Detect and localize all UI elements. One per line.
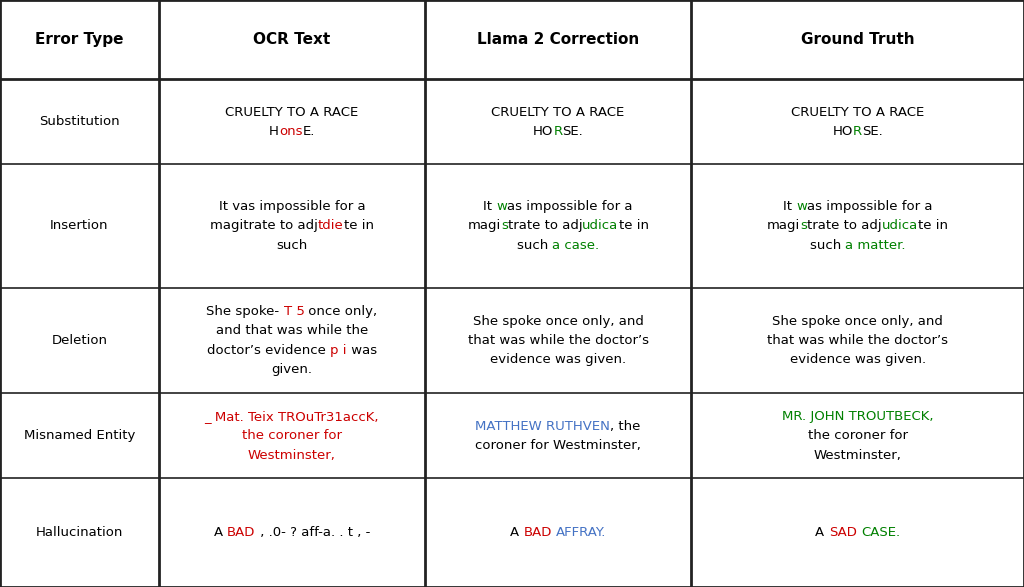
Text: E.: E. xyxy=(302,125,314,138)
Text: She spoke once only, and: She spoke once only, and xyxy=(473,315,643,328)
Text: such: such xyxy=(276,239,307,252)
Text: Deletion: Deletion xyxy=(51,334,108,347)
Text: OCR Text: OCR Text xyxy=(253,32,331,47)
Text: that was while the doctor’s: that was while the doctor’s xyxy=(468,334,648,347)
Text: BAD: BAD xyxy=(227,526,256,539)
Text: CASE.: CASE. xyxy=(861,526,900,539)
Text: R: R xyxy=(553,125,562,138)
Text: was: was xyxy=(346,343,377,357)
Text: It: It xyxy=(483,200,497,213)
Text: Ground Truth: Ground Truth xyxy=(801,32,914,47)
Text: w: w xyxy=(796,200,807,213)
Text: udica: udica xyxy=(882,220,919,232)
Text: It vas impossible for a: It vas impossible for a xyxy=(218,200,366,213)
Text: AFFRAY.: AFFRAY. xyxy=(556,526,606,539)
Text: , the: , the xyxy=(610,420,641,433)
Text: SE.: SE. xyxy=(562,125,584,138)
Text: p i: p i xyxy=(330,343,346,357)
Text: magi: magi xyxy=(767,220,801,232)
Text: A: A xyxy=(510,526,523,539)
Text: s: s xyxy=(501,220,508,232)
Text: She spoke once only, and: She spoke once only, and xyxy=(772,315,943,328)
Text: SE.: SE. xyxy=(862,125,883,138)
Text: that was while the doctor’s: that was while the doctor’s xyxy=(767,334,948,347)
Text: once only,: once only, xyxy=(304,305,378,318)
Text: Hallucination: Hallucination xyxy=(36,526,123,539)
Text: SAD: SAD xyxy=(828,526,856,539)
Text: as impossible for a: as impossible for a xyxy=(508,200,633,213)
Text: It: It xyxy=(782,200,796,213)
Text: Error Type: Error Type xyxy=(35,32,124,47)
Text: BAD: BAD xyxy=(523,526,552,539)
Text: tdie: tdie xyxy=(317,220,344,232)
Text: H: H xyxy=(269,125,279,138)
Text: trate to adj: trate to adj xyxy=(508,220,583,232)
Text: magitrate to adj: magitrate to adj xyxy=(210,220,317,232)
Text: MATTHEW RUTHVEN: MATTHEW RUTHVEN xyxy=(475,420,610,433)
Text: w: w xyxy=(497,200,508,213)
Text: magi: magi xyxy=(468,220,501,232)
Text: CRUELTY TO A RACE: CRUELTY TO A RACE xyxy=(225,106,358,119)
Text: CRUELTY TO A RACE: CRUELTY TO A RACE xyxy=(492,106,625,119)
Text: te in: te in xyxy=(618,220,648,232)
Text: A: A xyxy=(815,526,828,539)
Text: Westminster,: Westminster, xyxy=(814,449,901,462)
Text: doctor’s evidence: doctor’s evidence xyxy=(207,343,330,357)
Text: a case.: a case. xyxy=(552,239,599,252)
Text: She spoke-: She spoke- xyxy=(206,305,284,318)
Text: Llama 2 Correction: Llama 2 Correction xyxy=(477,32,639,47)
Text: te in: te in xyxy=(919,220,948,232)
Text: coroner for Westminster,: coroner for Westminster, xyxy=(475,439,641,452)
Text: given.: given. xyxy=(271,363,312,376)
Text: Substitution: Substitution xyxy=(39,115,120,129)
Text: te in: te in xyxy=(344,220,374,232)
Text: as impossible for a: as impossible for a xyxy=(807,200,933,213)
Text: _ Mat. Teix TROuTr31accK,: _ Mat. Teix TROuTr31accK, xyxy=(205,410,379,423)
Text: HO: HO xyxy=(532,125,553,138)
Text: trate to adj: trate to adj xyxy=(807,220,882,232)
Text: s: s xyxy=(801,220,807,232)
Text: such: such xyxy=(810,239,845,252)
Text: Insertion: Insertion xyxy=(50,220,109,232)
Text: and that was while the: and that was while the xyxy=(216,324,368,338)
Text: T 5: T 5 xyxy=(284,305,304,318)
Text: such: such xyxy=(517,239,552,252)
Text: Misnamed Entity: Misnamed Entity xyxy=(24,429,135,443)
Text: , .0- ? aff-a. . t , -: , .0- ? aff-a. . t , - xyxy=(256,526,370,539)
Text: evidence was given.: evidence was given. xyxy=(490,353,626,366)
Text: R: R xyxy=(853,125,862,138)
Text: the coroner for: the coroner for xyxy=(242,429,342,443)
Text: ons: ons xyxy=(279,125,302,138)
Text: evidence was given.: evidence was given. xyxy=(790,353,926,366)
Text: CRUELTY TO A RACE: CRUELTY TO A RACE xyxy=(791,106,925,119)
Text: MR. JOHN TROUTBECK,: MR. JOHN TROUTBECK, xyxy=(782,410,933,423)
Text: a matter.: a matter. xyxy=(845,239,905,252)
Text: HO: HO xyxy=(833,125,853,138)
Text: udica: udica xyxy=(583,220,618,232)
Text: the coroner for: the coroner for xyxy=(808,429,907,443)
Text: Westminster,: Westminster, xyxy=(248,449,336,462)
Text: A: A xyxy=(214,526,227,539)
